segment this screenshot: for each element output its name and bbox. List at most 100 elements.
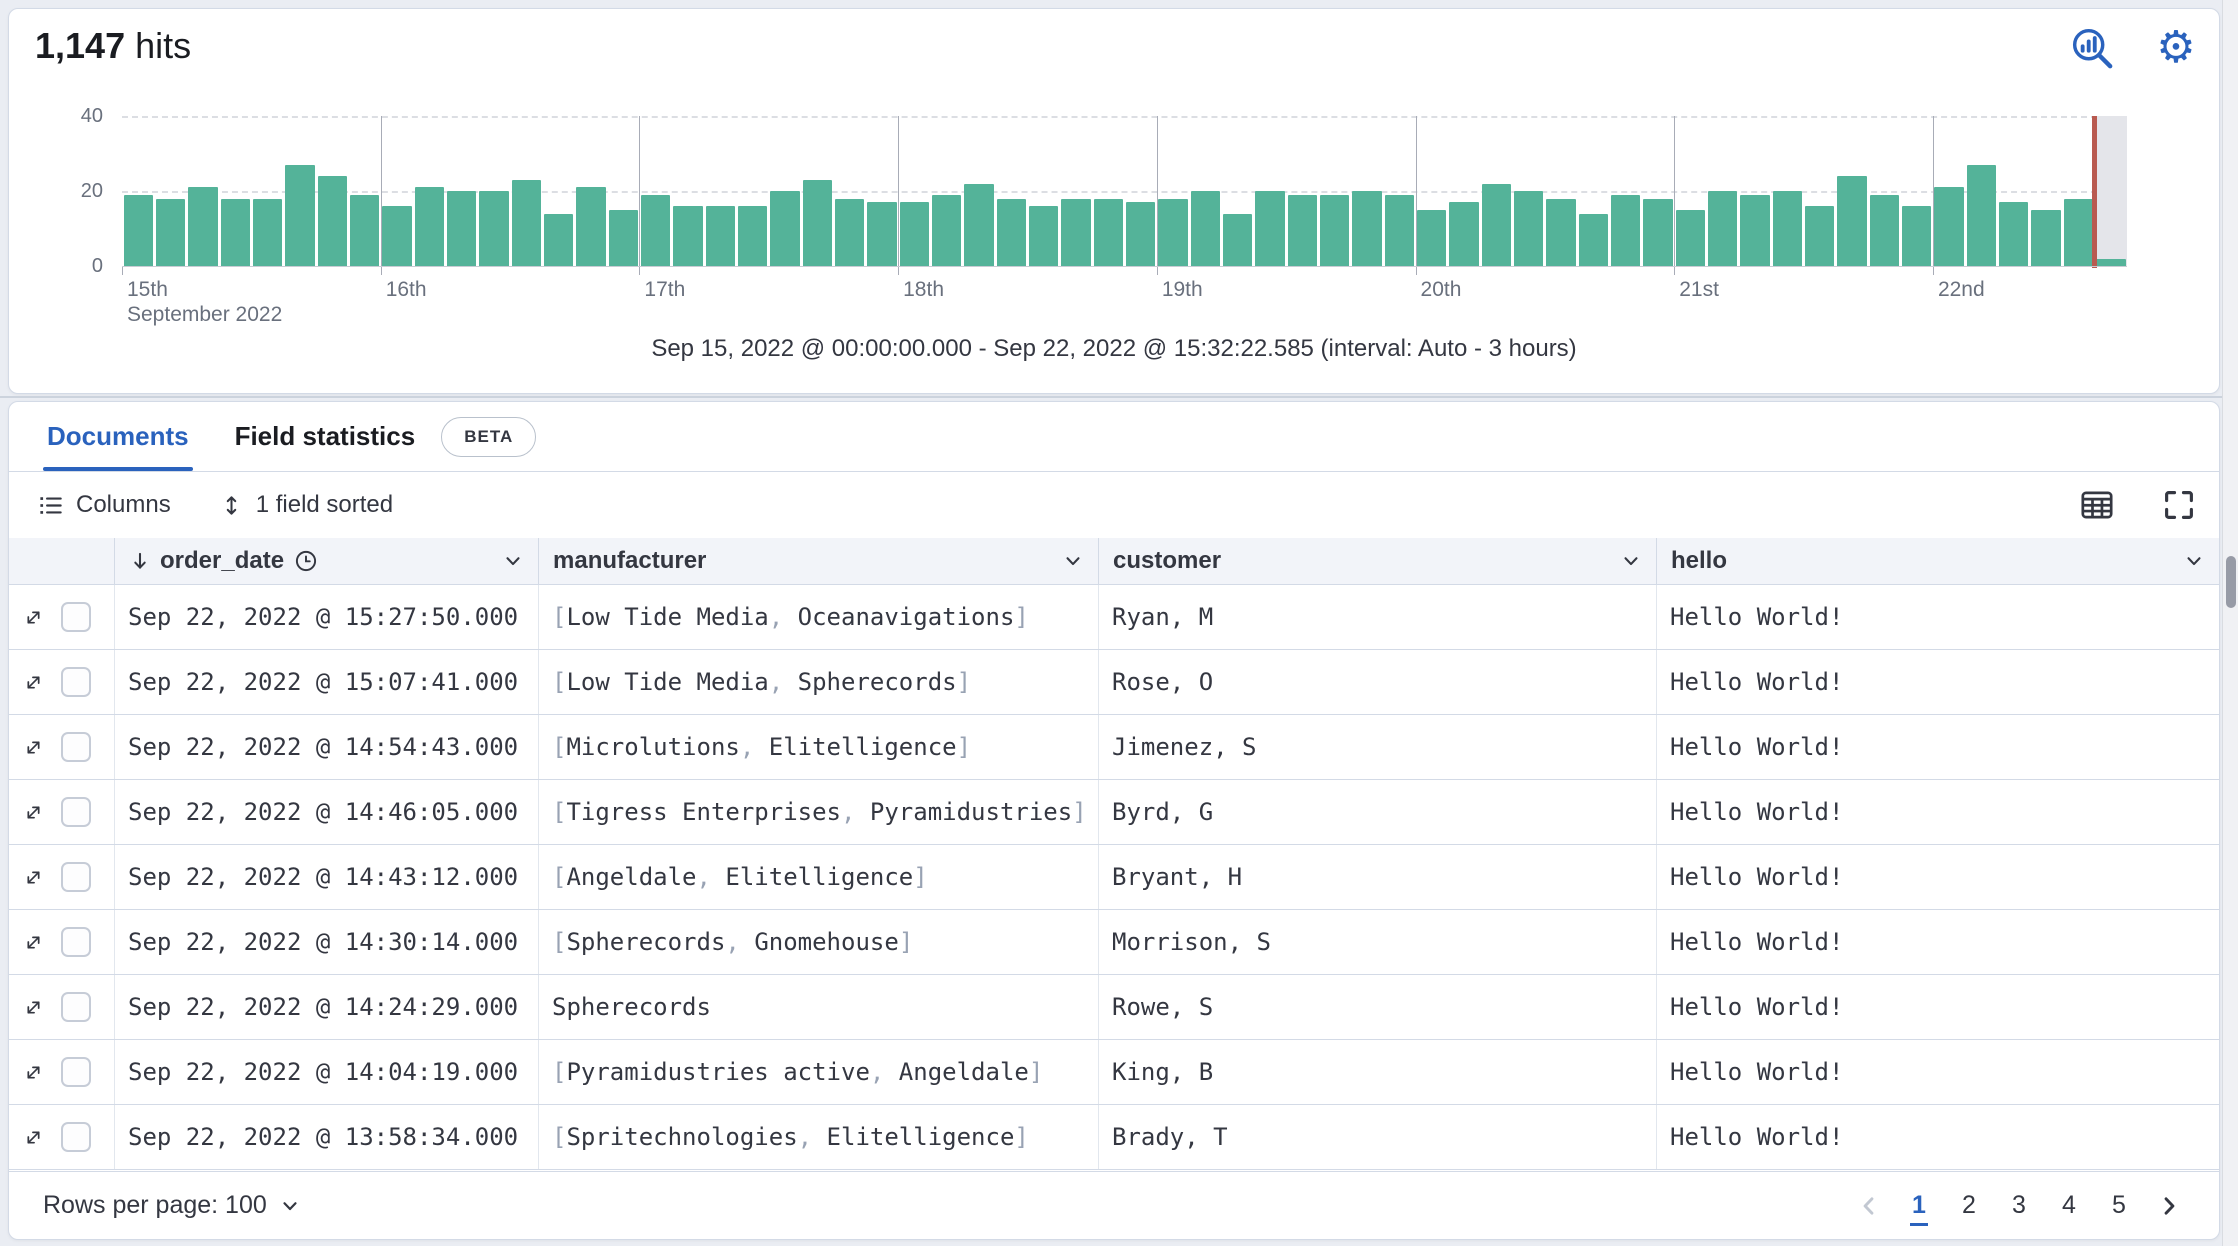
tab-documents[interactable]: Documents	[43, 402, 193, 471]
expand-row-icon[interactable]	[21, 670, 45, 694]
histogram-bar[interactable]	[802, 179, 832, 266]
expand-row-icon[interactable]	[21, 1060, 45, 1084]
histogram-bar[interactable]	[1417, 209, 1447, 266]
row-checkbox[interactable]	[61, 862, 91, 892]
expand-row-icon[interactable]	[21, 865, 45, 889]
histogram-bar[interactable]	[1675, 209, 1706, 266]
fullscreen-icon[interactable]	[2159, 485, 2199, 525]
histogram-bar[interactable]	[996, 198, 1026, 266]
row-checkbox[interactable]	[61, 1057, 91, 1087]
histogram-bar[interactable]	[770, 191, 800, 266]
histogram-bar[interactable]	[931, 194, 962, 266]
gear-icon[interactable]: ⚙	[2156, 23, 2196, 72]
tab-field-statistics[interactable]: Field statistics	[235, 402, 416, 471]
histogram-bar[interactable]	[673, 206, 703, 266]
histogram-bar[interactable]	[640, 194, 671, 266]
histogram-bar[interactable]	[349, 194, 380, 266]
sort-fields-button[interactable]: 1 field sorted	[219, 491, 393, 519]
page-next-button[interactable]	[2149, 1184, 2189, 1228]
density-icon[interactable]	[2077, 485, 2117, 525]
header-cell-hello[interactable]: hello	[1657, 538, 2219, 584]
histogram-bar[interactable]	[1223, 213, 1253, 266]
chevron-down-icon[interactable]	[1620, 550, 1642, 572]
histogram-bar[interactable]	[1126, 202, 1156, 266]
histogram-bar[interactable]	[1546, 198, 1576, 266]
row-checkbox[interactable]	[61, 797, 91, 827]
histogram-bar[interactable]	[123, 194, 153, 266]
histogram-bar[interactable]	[414, 187, 444, 266]
histogram-bar[interactable]	[1061, 198, 1091, 266]
histogram-bar[interactable]	[511, 179, 541, 266]
histogram-bar[interactable]	[1740, 194, 1770, 266]
histogram-bar[interactable]	[737, 206, 768, 266]
row-checkbox[interactable]	[61, 927, 91, 957]
header-cell-order_date[interactable]: order_date	[115, 538, 539, 584]
histogram-bar[interactable]	[1028, 206, 1059, 266]
page-button-2[interactable]: 2	[1962, 1191, 1976, 1219]
histogram-bar[interactable]	[1449, 202, 1479, 266]
page-button-3[interactable]: 3	[2012, 1191, 2026, 1219]
page-button-1[interactable]: 1	[1899, 1184, 1939, 1228]
chevron-down-icon[interactable]	[1062, 550, 1084, 572]
histogram-bar[interactable]	[1287, 194, 1318, 266]
histogram-bar[interactable]	[543, 213, 574, 266]
histogram-bar[interactable]	[1093, 198, 1123, 266]
histogram-bar[interactable]	[1805, 206, 1835, 266]
histogram-bar[interactable]	[1708, 191, 1738, 266]
page-button-5[interactable]: 5	[2112, 1191, 2126, 1219]
histogram-bar[interactable]	[576, 187, 606, 266]
histogram-bar[interactable]	[1837, 176, 1867, 266]
histogram-bar[interactable]	[446, 191, 477, 266]
histogram-bar[interactable]	[188, 187, 218, 266]
page-prev-button[interactable]	[1849, 1184, 1889, 1228]
histogram-bar[interactable]	[1320, 194, 1350, 266]
row-checkbox[interactable]	[61, 732, 91, 762]
header-cell-customer[interactable]: customer	[1099, 538, 1657, 584]
histogram-bar[interactable]	[964, 183, 994, 266]
histogram-bar[interactable]	[1902, 206, 1932, 266]
expand-row-icon[interactable]	[21, 995, 45, 1019]
histogram-bar[interactable]	[1255, 191, 1285, 266]
expand-row-icon[interactable]	[21, 735, 45, 759]
row-checkbox[interactable]	[61, 992, 91, 1022]
row-checkbox[interactable]	[61, 1122, 91, 1152]
histogram-bar[interactable]	[317, 176, 347, 266]
header-cell-manufacturer[interactable]: manufacturer	[539, 538, 1099, 584]
panel-resize-divider[interactable]	[0, 396, 2238, 398]
histogram-bar[interactable]	[220, 198, 250, 266]
histogram-bar[interactable]	[1643, 198, 1673, 266]
expand-row-icon[interactable]	[21, 1125, 45, 1149]
histogram-bar[interactable]	[705, 206, 735, 266]
histogram-bar[interactable]	[1514, 191, 1544, 266]
page-scrollbar[interactable]	[2222, 0, 2238, 1246]
expand-row-icon[interactable]	[21, 800, 45, 824]
histogram-bar[interactable]	[1158, 198, 1188, 266]
row-checkbox[interactable]	[61, 667, 91, 697]
histogram-bar[interactable]	[1869, 194, 1900, 266]
histogram-bar[interactable]	[1934, 187, 1964, 266]
histogram-bar[interactable]	[1190, 191, 1220, 266]
chevron-down-icon[interactable]	[502, 550, 524, 572]
histogram-bar[interactable]	[2031, 209, 2061, 266]
histogram-bar[interactable]	[1772, 191, 1803, 266]
page-scrollbar-thumb[interactable]	[2226, 556, 2236, 608]
columns-button[interactable]: Columns	[37, 491, 171, 519]
expand-row-icon[interactable]	[21, 930, 45, 954]
chevron-down-icon[interactable]	[2183, 550, 2205, 572]
page-button-4[interactable]: 4	[2062, 1191, 2076, 1219]
histogram-bar[interactable]	[155, 198, 186, 266]
histogram-bar[interactable]	[1352, 191, 1382, 266]
histogram-bar[interactable]	[867, 202, 897, 266]
histogram-bar[interactable]	[479, 191, 509, 266]
histogram-bar[interactable]	[1999, 202, 2029, 266]
histogram-bar[interactable]	[1384, 194, 1415, 266]
histogram-bar[interactable]	[1578, 213, 1609, 266]
histogram-bar[interactable]	[2063, 198, 2094, 266]
rows-per-page-button[interactable]: Rows per page: 100	[43, 1191, 301, 1220]
expand-row-icon[interactable]	[21, 605, 45, 629]
histogram-bar[interactable]	[252, 198, 283, 266]
histogram-bar[interactable]	[608, 209, 638, 266]
histogram-bar[interactable]	[1481, 183, 1512, 266]
histogram-bar[interactable]	[285, 164, 315, 266]
histogram-bar[interactable]	[382, 206, 412, 266]
